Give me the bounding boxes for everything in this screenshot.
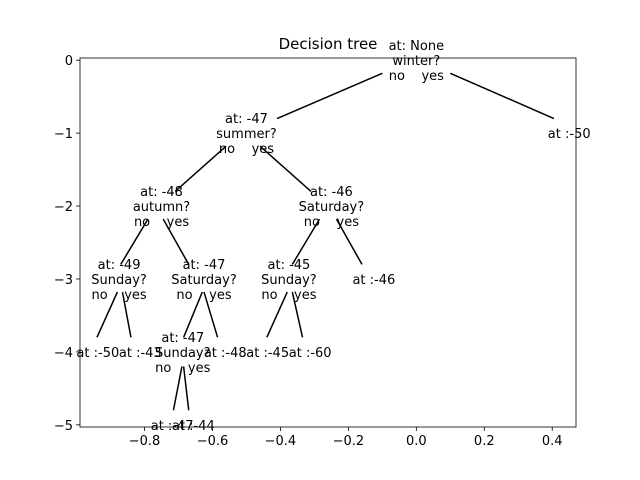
tree-edge: [120, 218, 149, 265]
node-label-line: at: None: [389, 39, 445, 54]
node-label-line: at: -46: [310, 185, 353, 200]
tree-edge: [182, 291, 203, 338]
tree-edge: [291, 218, 321, 265]
node-label-line: at :-60: [289, 346, 332, 361]
x-tick-label: 0.2: [474, 434, 495, 449]
node-label-line: Saturday?: [299, 200, 364, 215]
y-tick-label: −5: [54, 419, 73, 434]
node-label-line: at: -47: [183, 258, 226, 273]
tree-edge: [450, 72, 555, 120]
leaf-node: at :-44: [172, 419, 215, 434]
node-label-line: winter?: [392, 54, 440, 69]
node-label-line: at: -48: [140, 185, 183, 200]
node-label-line: no yes: [304, 215, 359, 230]
node-label-line: no yes: [176, 288, 231, 303]
tree-edge: [182, 366, 190, 411]
x-tick-label: −0.4: [265, 434, 297, 449]
node-label-line: Sunday?: [91, 273, 147, 288]
x-tick-label: −0.6: [197, 434, 229, 449]
node-label-line: no yes: [261, 288, 316, 303]
figure-title: Decision tree: [279, 35, 378, 53]
tree-edge: [174, 145, 227, 193]
node-label-line: no yes: [91, 288, 146, 303]
node-label-line: at :-50: [76, 346, 119, 361]
node-label-line: no yes: [389, 69, 444, 84]
node-label-line: at :-47: [151, 419, 194, 434]
tree-edges: [96, 72, 555, 411]
tree-edge: [172, 366, 183, 411]
node-label-line: at: -45: [268, 258, 311, 273]
tree-edge: [162, 218, 190, 265]
tree-edge: [276, 72, 383, 120]
node-label-line: at: -47: [161, 331, 204, 346]
node-label-line: at :-43: [119, 346, 162, 361]
tree-edge: [266, 291, 288, 338]
leaf-node: at :-46: [352, 273, 395, 288]
x-tick-label: 0.0: [406, 434, 427, 449]
tree-edge: [203, 291, 219, 338]
tree-edge: [96, 291, 119, 338]
plot-area: −0.8 −0.6 −0.4 −0.2 0.0 0.2 0.4 0 −1 −2 −3 −4 −5 at…: [54, 39, 591, 449]
y-tick-label: −4: [54, 346, 73, 361]
node-label-line: autumn?: [133, 200, 190, 215]
node-label-line: Sunday?: [155, 346, 211, 361]
x-tick-label: −0.8: [129, 434, 161, 449]
axes-frame: [79, 57, 577, 428]
leaf-node: at :-45: [246, 346, 289, 361]
node-label-line: no yes: [134, 215, 189, 230]
node-label-line: at: -49: [98, 258, 141, 273]
leaf-node: at :-48: [204, 346, 247, 361]
y-tick-label: −3: [54, 273, 73, 288]
node-label-line: at :-44: [172, 419, 215, 434]
node-label-line: no yes: [155, 361, 210, 376]
node-label-line: at :-45: [246, 346, 289, 361]
node-label-line: at: -47: [225, 112, 268, 127]
leaf-node: at :-43: [119, 346, 162, 361]
x-axis-ticks: −0.8 −0.6 −0.4 −0.2 0.0 0.2 0.4: [129, 427, 563, 449]
node-label-line: Sunday?: [261, 273, 317, 288]
tree-edge: [291, 291, 304, 338]
node-label-line: at :-50: [548, 127, 591, 142]
leaf-node: at :-47: [151, 419, 194, 434]
tree-edge: [259, 145, 312, 193]
node-label-line: at :-48: [204, 346, 247, 361]
tree-edge: [121, 291, 132, 338]
leaf-node: at :-50: [76, 346, 119, 361]
x-tick-label: −0.2: [333, 434, 365, 449]
node-label-line: summer?: [216, 127, 277, 142]
tree-edge: [335, 218, 363, 265]
y-tick-label: −2: [54, 200, 73, 215]
node-label-line: Saturday?: [171, 273, 236, 288]
y-axis-ticks: 0 −1 −2 −3 −4 −5: [54, 54, 80, 434]
x-tick-label: 0.4: [542, 434, 563, 449]
y-tick-label: −1: [54, 127, 73, 142]
node-label-line: at :-46: [352, 273, 395, 288]
node-label-line: no yes: [219, 142, 274, 157]
leaf-node: at :-60: [289, 346, 332, 361]
leaf-node: at :-50: [548, 127, 591, 142]
y-tick-label: 0: [65, 54, 73, 69]
